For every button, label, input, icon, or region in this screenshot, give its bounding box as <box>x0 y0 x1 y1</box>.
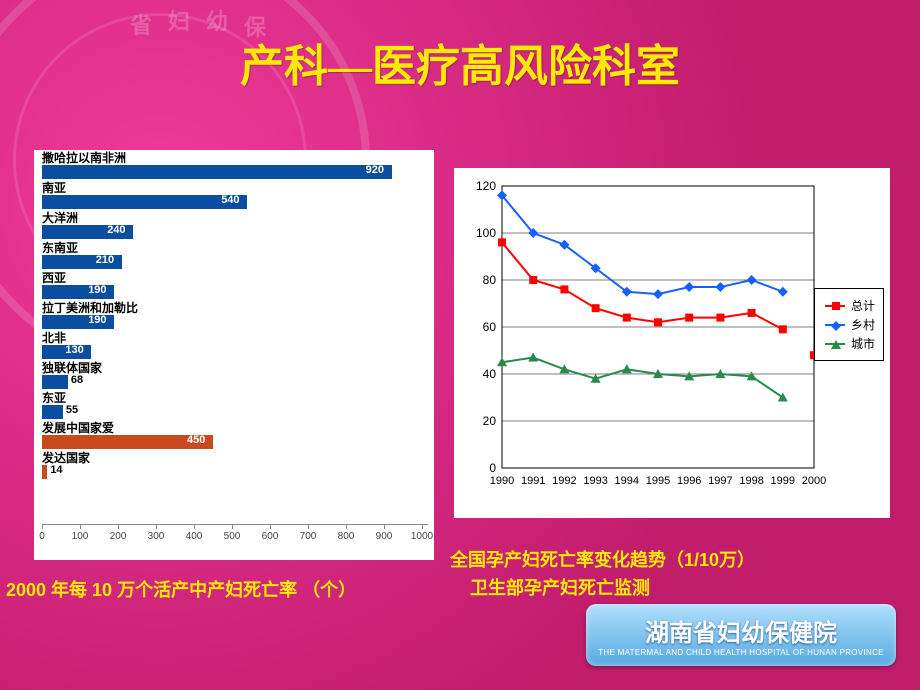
line-yaxis-tick: 40 <box>483 367 497 381</box>
bar-label: 发达国家 <box>42 451 428 465</box>
bar-row: 发达国家14 <box>34 450 434 480</box>
footer-logo: 湖南省妇幼保健院 THE MATERMAL AND CHILD HEALTH H… <box>586 604 896 666</box>
line-xaxis-tick: 1993 <box>583 475 607 487</box>
bar-row: 撒哈拉以南非洲920 <box>34 150 434 180</box>
bar-row: 发展中国家爱450 <box>34 420 434 450</box>
bar-rect <box>42 165 392 179</box>
legend-label: 总计 <box>851 297 875 314</box>
bar-row: 西亚190 <box>34 270 434 300</box>
line-xaxis-tick: 1994 <box>615 475 639 487</box>
footer-logo-sub: THE MATERMAL AND CHILD HEALTH HOSPITAL O… <box>598 648 884 657</box>
bar-xaxis-tick: 400 <box>186 531 203 542</box>
bar-xaxis-tick: 500 <box>224 531 241 542</box>
bar-xaxis-tick: 1000 <box>411 531 433 542</box>
bar-xaxis-tick: 200 <box>110 531 127 542</box>
bar-row: 北非130 <box>34 330 434 360</box>
bar-value: 920 <box>366 164 384 176</box>
bar-label: 西亚 <box>42 271 428 285</box>
bar-label: 北非 <box>42 331 428 345</box>
bar-xaxis-tick: 300 <box>148 531 165 542</box>
line-chart-panel: 0 20 40 60 80 100 120 1990 1991 1992 1993 1994 1995 1… <box>454 168 890 518</box>
bar-chart-xaxis: 01002003004005006007008009001000 <box>42 524 428 556</box>
bar-xaxis-tick: 700 <box>300 531 317 542</box>
bar-value: 450 <box>187 434 205 446</box>
bar-label: 东南亚 <box>42 241 428 255</box>
bar-value: 190 <box>88 314 106 326</box>
line-xaxis-tick: 1998 <box>739 475 763 487</box>
bar-label: 大洋洲 <box>42 211 428 225</box>
line-xaxis-tick: 1995 <box>646 475 670 487</box>
line-yaxis-tick: 120 <box>476 179 496 193</box>
bar-value: 190 <box>88 284 106 296</box>
legend-item: 城市 <box>823 335 875 352</box>
line-xaxis-tick: 2000 <box>802 475 826 487</box>
bar-value: 240 <box>107 224 125 236</box>
line-xaxis-tick: 1991 <box>521 475 545 487</box>
bar-xaxis-tick: 0 <box>39 531 45 542</box>
footer-logo-main: 湖南省妇幼保健院 <box>645 613 837 648</box>
bar-label: 独联体国家 <box>42 361 428 375</box>
bar-rect <box>42 405 63 419</box>
bar-xaxis-tick: 100 <box>72 531 89 542</box>
bar-row: 东南亚210 <box>34 240 434 270</box>
line-yaxis-tick: 80 <box>483 273 497 287</box>
bar-rect <box>42 195 247 209</box>
line-chart-caption-1: 全国孕产妇死亡率变化趋势（1/10万） <box>450 546 755 572</box>
bar-rect <box>42 465 47 479</box>
bar-label: 南亚 <box>42 181 428 195</box>
line-xaxis-tick: 1996 <box>677 475 701 487</box>
bar-row: 东亚55 <box>34 390 434 420</box>
bar-label: 撒哈拉以南非洲 <box>42 151 428 165</box>
bar-row: 南亚540 <box>34 180 434 210</box>
bar-value: 130 <box>65 344 83 356</box>
bar-value: 210 <box>96 254 114 266</box>
bar-value: 14 <box>50 464 62 476</box>
bar-xaxis-tick: 900 <box>376 531 393 542</box>
line-yaxis-tick: 0 <box>489 461 496 475</box>
line-chart-legend: 总计乡村城市 <box>814 288 884 361</box>
line-chart-caption-2: 卫生部孕产妇死亡监测 <box>470 574 650 600</box>
bar-label: 东亚 <box>42 391 428 405</box>
legend-label: 城市 <box>851 335 875 352</box>
bar-label: 发展中国家爱 <box>42 421 428 435</box>
line-xaxis-tick: 1999 <box>771 475 795 487</box>
line-yaxis-tick: 60 <box>483 320 497 334</box>
bar-xaxis-tick: 600 <box>262 531 279 542</box>
page-title: 产科—医疗高风险科室 <box>0 30 920 94</box>
legend-label: 乡村 <box>851 316 875 333</box>
bar-xaxis-tick: 800 <box>338 531 355 542</box>
bar-chart-panel: 撒哈拉以南非洲920南亚540大洋洲240东南亚210西亚190拉丁美洲和加勒比… <box>34 150 434 560</box>
line-xaxis-tick: 1990 <box>490 475 514 487</box>
legend-item: 总计 <box>823 297 875 314</box>
bar-value: 55 <box>66 404 78 416</box>
bar-chart-area: 撒哈拉以南非洲920南亚540大洋洲240东南亚210西亚190拉丁美洲和加勒比… <box>34 150 434 520</box>
legend-item: 乡村 <box>823 316 875 333</box>
bar-value: 68 <box>71 374 83 386</box>
bar-row: 拉丁美洲和加勒比190 <box>34 300 434 330</box>
line-xaxis-tick: 1992 <box>552 475 576 487</box>
bar-label: 拉丁美洲和加勒比 <box>42 301 428 315</box>
bar-rect <box>42 375 68 389</box>
line-yaxis-tick: 100 <box>476 226 496 240</box>
line-yaxis-tick: 20 <box>483 414 497 428</box>
bar-row: 独联体国家68 <box>34 360 434 390</box>
bar-value: 540 <box>221 194 239 206</box>
bar-row: 大洋洲240 <box>34 210 434 240</box>
line-xaxis-tick: 1997 <box>708 475 732 487</box>
bar-chart-caption: 2000 年每 10 万个活产中产妇死亡率 （个） <box>6 576 356 602</box>
